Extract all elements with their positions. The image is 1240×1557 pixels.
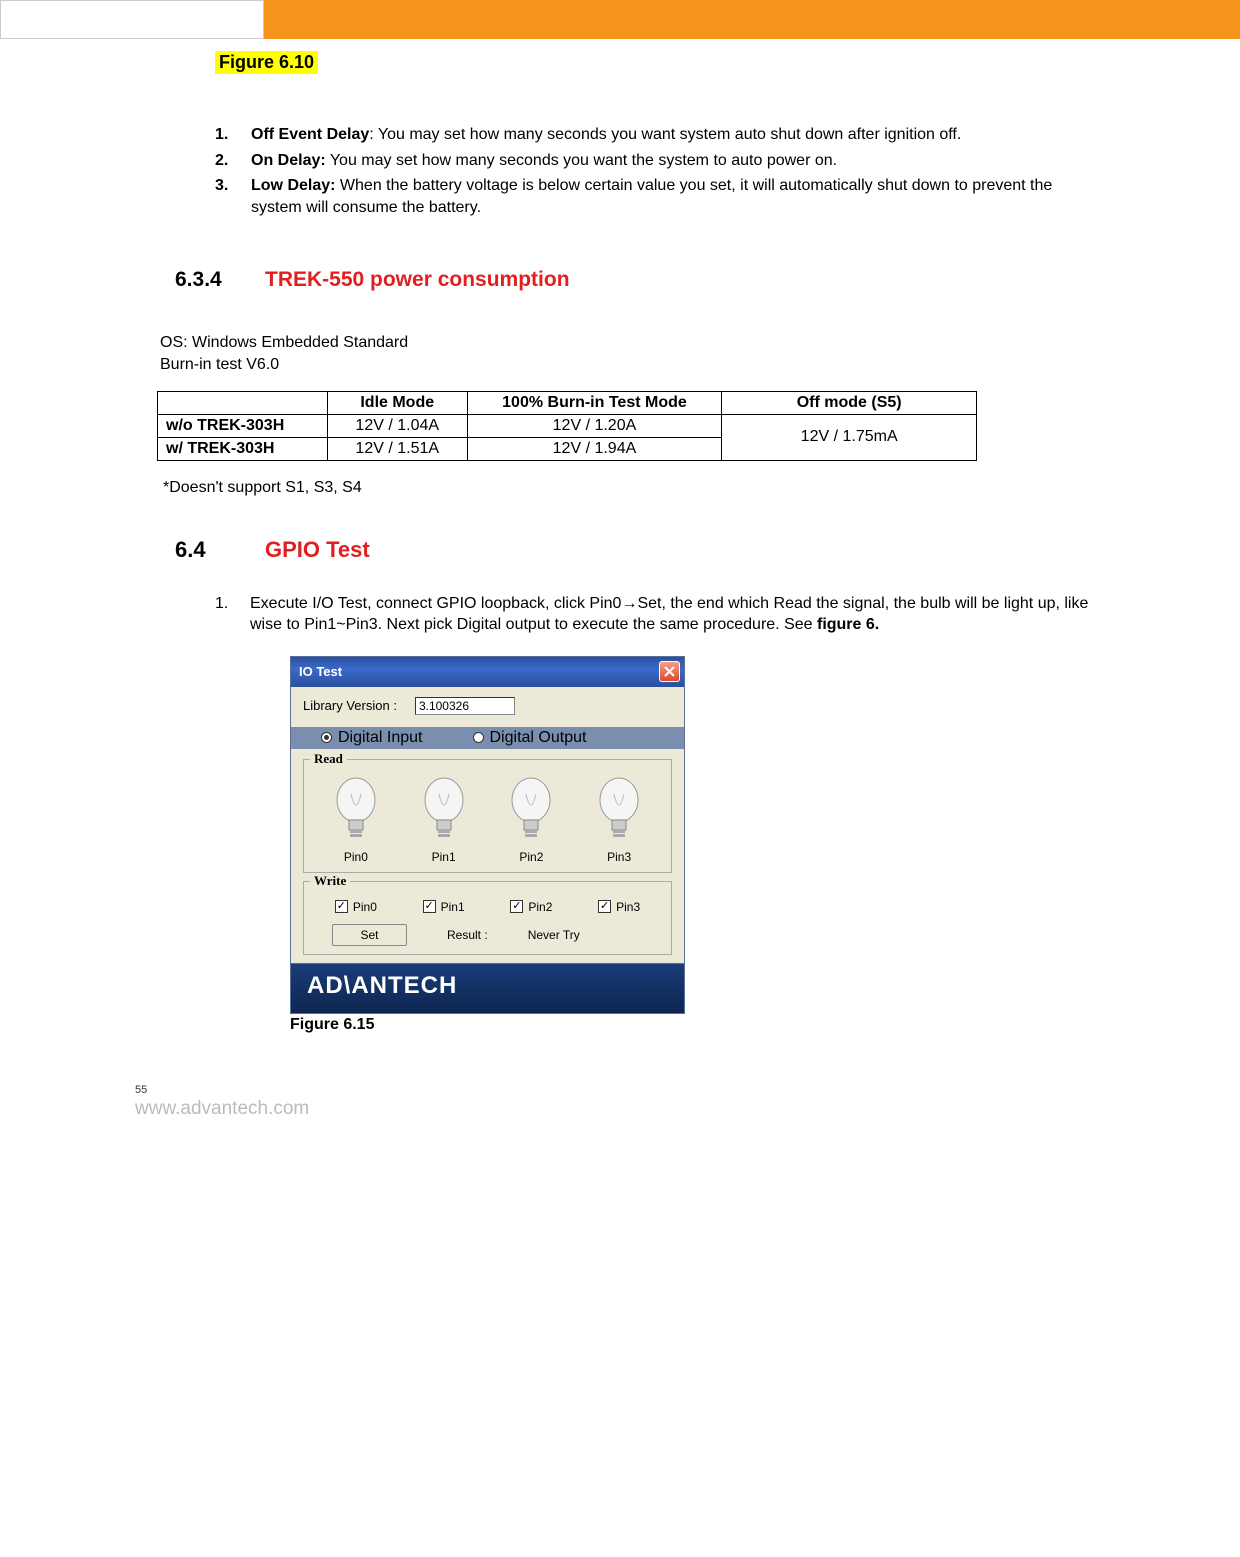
write-legend: Write <box>310 873 350 889</box>
close-icon <box>664 666 675 677</box>
footer: 55 www.advantech.com <box>135 1084 1090 1120</box>
def-num: 3. <box>175 175 215 218</box>
bulb-pin2: Pin2 <box>506 776 556 864</box>
section-num: 6.4 <box>175 537 265 563</box>
table-header: 100% Burn-in Test Mode <box>467 391 722 414</box>
step-num: 1. <box>175 593 250 636</box>
radio-label: Digital Input <box>338 729 423 747</box>
library-version-label: Library Version : <box>303 698 397 713</box>
def-bold: On Delay: <box>251 152 326 169</box>
os-info: OS: Windows Embedded Standard Burn-in te… <box>160 332 1090 375</box>
def-text: Off Event Delay: You may set how many se… <box>215 124 1090 146</box>
write-fieldset: Write ✓ Pin0 ✓ Pin1 ✓ Pin2 ✓ <box>303 881 672 955</box>
checkbox-icon: ✓ <box>510 900 523 913</box>
radio-icon <box>321 732 332 743</box>
titlebar: IO Test <box>291 657 684 687</box>
checkbox-pin1[interactable]: ✓ Pin1 <box>423 900 465 914</box>
page-number: 55 <box>135 1084 1090 1096</box>
pin-label: Pin3 <box>607 850 631 864</box>
checkbox-pin3[interactable]: ✓ Pin3 <box>598 900 640 914</box>
def-text: On Delay: You may set how many seconds y… <box>215 150 1090 172</box>
checkbox-label: Pin0 <box>353 900 377 914</box>
bulb-pin3: Pin3 <box>594 776 644 864</box>
definition-item: 2. On Delay: You may set how many second… <box>175 150 1090 172</box>
definitions-list: 1. Off Event Delay: You may set how many… <box>175 124 1090 218</box>
support-note: *Doesn't support S1, S3, S4 <box>163 479 1090 497</box>
radio-icon <box>473 732 484 743</box>
library-version-input[interactable]: 3.100326 <box>415 697 515 715</box>
def-bold: Off Event Delay <box>251 126 369 143</box>
section-title: TREK-550 power consumption <box>265 268 570 292</box>
top-bar-white <box>0 0 264 39</box>
def-bold: Low Delay: <box>251 177 335 194</box>
window-title: IO Test <box>299 664 342 679</box>
table-cell: w/ TREK-303H <box>158 437 328 460</box>
checkbox-label: Pin2 <box>528 900 552 914</box>
pin-label: Pin0 <box>344 850 368 864</box>
read-fieldset: Read Pin0 <box>303 759 672 873</box>
library-version-row: Library Version : 3.100326 <box>303 697 672 715</box>
checkbox-icon: ✓ <box>598 900 611 913</box>
table-header: Off mode (S5) <box>722 391 977 414</box>
os-line: Burn-in test V6.0 <box>160 354 1090 376</box>
checkbox-icon: ✓ <box>335 900 348 913</box>
definition-item: 3. Low Delay: When the battery voltage i… <box>175 175 1090 218</box>
bulb-icon <box>419 776 469 844</box>
bulb-icon <box>506 776 556 844</box>
checkbox-pin2[interactable]: ✓ Pin2 <box>510 900 552 914</box>
def-num: 2. <box>175 150 215 172</box>
table-cell: 12V / 1.20A <box>467 414 722 437</box>
result-value: Never Try <box>528 928 580 942</box>
top-bar <box>0 0 1240 39</box>
svg-text:AD\ANTECH: AD\ANTECH <box>307 972 457 999</box>
set-button[interactable]: Set <box>332 924 407 946</box>
power-consumption-table: Idle Mode 100% Burn-in Test Mode Off mod… <box>157 391 977 461</box>
advantech-logo: AD\ANTECH <box>307 969 507 1007</box>
pin-label: Pin1 <box>432 850 456 864</box>
section-6-3-4-heading: 6.3.4 TREK-550 power consumption <box>175 268 1090 292</box>
def-text: Low Delay: When the battery voltage is b… <box>215 175 1090 218</box>
gpio-step-1: 1. Execute I/O Test, connect GPIO loopba… <box>175 593 1090 636</box>
radio-label: Digital Output <box>490 729 587 747</box>
io-test-window: IO Test Library Version : 3.100326 Digit… <box>290 656 685 1014</box>
bulb-icon <box>331 776 381 844</box>
footer-url: www.advantech.com <box>135 1098 1090 1120</box>
table-header <box>158 391 328 414</box>
digital-output-radio[interactable]: Digital Output <box>473 729 587 747</box>
bulb-pin0: Pin0 <box>331 776 381 864</box>
bulb-icon <box>594 776 644 844</box>
close-button[interactable] <box>659 661 680 682</box>
top-bar-orange <box>264 0 1240 39</box>
step-text: Execute I/O Test, connect GPIO loopback,… <box>250 593 1090 636</box>
figure-6-10-label: Figure 6.10 <box>215 51 318 74</box>
pin-label: Pin2 <box>519 850 543 864</box>
checkbox-label: Pin3 <box>616 900 640 914</box>
digital-input-radio[interactable]: Digital Input <box>321 729 423 747</box>
result-label: Result : <box>447 928 488 942</box>
checkbox-pin0[interactable]: ✓ Pin0 <box>335 900 377 914</box>
table-row: w/o TREK-303H 12V / 1.04A 12V / 1.20A 12… <box>158 414 977 437</box>
def-num: 1. <box>175 124 215 146</box>
table-cell: 12V / 1.51A <box>327 437 467 460</box>
section-title: GPIO Test <box>265 537 370 563</box>
bulb-pin1: Pin1 <box>419 776 469 864</box>
definition-item: 1. Off Event Delay: You may set how many… <box>175 124 1090 146</box>
read-legend: Read <box>310 751 347 767</box>
table-header: Idle Mode <box>327 391 467 414</box>
figure-6-15-label: Figure 6.15 <box>290 1016 1090 1034</box>
table-cell: 12V / 1.04A <box>327 414 467 437</box>
section-num: 6.3.4 <box>175 268 265 292</box>
os-line: OS: Windows Embedded Standard <box>160 332 1090 354</box>
checkbox-label: Pin1 <box>441 900 465 914</box>
table-cell: w/o TREK-303H <box>158 414 328 437</box>
checkbox-icon: ✓ <box>423 900 436 913</box>
table-cell-offmode: 12V / 1.75mA <box>722 414 977 460</box>
advantech-logo-bar: AD\ANTECH <box>291 963 684 1013</box>
section-6-4-heading: 6.4 GPIO Test <box>175 537 1090 563</box>
table-cell: 12V / 1.94A <box>467 437 722 460</box>
